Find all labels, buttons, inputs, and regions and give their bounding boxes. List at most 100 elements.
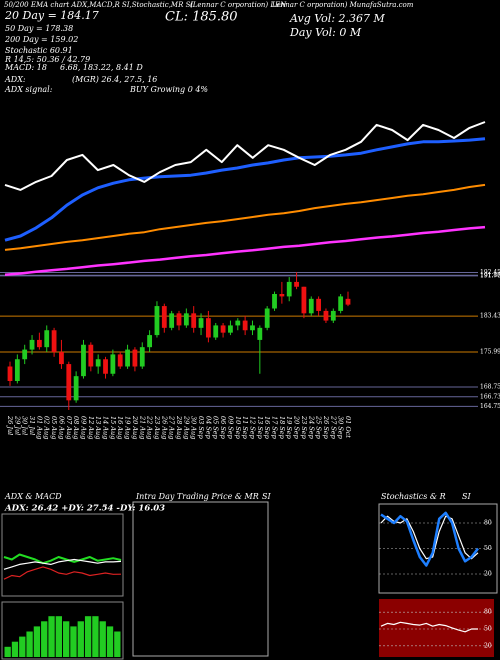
- candle-body: [169, 313, 175, 328]
- candle-body: [205, 318, 211, 338]
- candle-body: [198, 318, 204, 328]
- stochastic-text: Stochastic 60.91: [5, 46, 73, 55]
- histogram-bar: [106, 626, 114, 657]
- candle-body: [286, 281, 292, 297]
- x-tick-label: 06 Sep: [219, 416, 227, 440]
- candle-body: [125, 349, 130, 367]
- x-tick-label: 06 Aug: [57, 416, 65, 439]
- candle-body: [183, 313, 189, 326]
- y-tick-label: 50: [484, 626, 492, 633]
- candle-body: [264, 308, 270, 328]
- y-tick-label: 175.99: [480, 349, 500, 356]
- x-tick-label: 07 Aug: [65, 416, 73, 439]
- candle-body: [14, 359, 20, 381]
- candle-body: [279, 294, 285, 297]
- x-tick-label: 29 Aug: [182, 415, 190, 439]
- y-tick-label: 192.45: [480, 269, 500, 276]
- x-tick-label: 02 Aug: [43, 416, 51, 439]
- intraday-title: SI: [262, 492, 271, 501]
- series-line: [380, 511, 479, 567]
- x-tick-label: 30 Aug: [190, 416, 198, 439]
- candle-body: [81, 344, 86, 377]
- histogram-bar: [114, 631, 121, 657]
- candle-body: [191, 313, 197, 328]
- histogram-bar: [92, 616, 99, 657]
- x-tick-label: 17 Sep: [271, 416, 279, 440]
- candle-body: [272, 294, 277, 309]
- header-text: 50/200 EMA chart ADX,MACD,R SI,Stochasti…: [4, 1, 193, 9]
- x-tick-label: 12 Sep: [248, 416, 256, 440]
- ema-200: 200 Day = 159.02: [4, 35, 78, 44]
- x-tick-label: 19 Sep: [285, 416, 293, 440]
- candle-body: [250, 325, 255, 331]
- y-tick-label: 168.75: [480, 384, 500, 391]
- x-tick-label: 30 Jul: [21, 416, 29, 435]
- panel-title: SI: [462, 492, 471, 501]
- header-text: Lennar C orporation) MunafaSutra.com: [271, 1, 414, 9]
- adx-values: (MGR) 26.4, 27.5, 16: [72, 75, 157, 84]
- x-tick-label: 31 Jul: [28, 416, 36, 435]
- candle-body: [117, 354, 123, 367]
- x-tick-label: 23 Aug: [153, 415, 161, 439]
- series-line: [3, 553, 122, 565]
- x-tick-label: 30 Sep: [337, 416, 345, 440]
- x-tick-label: 11 Sep: [241, 416, 249, 440]
- x-tick-label: 15 Aug: [109, 416, 117, 439]
- histogram-bar: [19, 636, 26, 657]
- candle-body: [330, 310, 336, 321]
- candle-body: [103, 359, 108, 374]
- x-tick-label: 14 Aug: [102, 416, 110, 439]
- histogram-bar: [33, 626, 41, 657]
- x-tick-label: 20 Aug: [131, 415, 139, 439]
- series-line: [4, 121, 486, 191]
- x-tick-label: 09 Sep: [226, 416, 234, 440]
- x-tick-label: 26 Sep: [322, 415, 330, 440]
- x-tick-label: 24 Sep: [307, 415, 315, 440]
- candle-body: [154, 306, 160, 336]
- x-tick-label: 19 Aug: [124, 416, 132, 439]
- rsi-text: R 14,5: 50.36 / 42.79: [4, 55, 90, 64]
- y-tick-label: 191.87: [480, 272, 500, 279]
- macd-panel: [1, 601, 124, 660]
- macd-values: 6.68, 183.22, 8.41 D: [60, 63, 143, 72]
- y-tick-label: 50: [484, 545, 492, 552]
- candle-body: [301, 286, 307, 314]
- candle-body: [316, 298, 322, 311]
- x-tick-label: 08 Aug: [72, 416, 80, 439]
- candle-body: [95, 359, 101, 367]
- x-tick-label: 27 Aug: [168, 415, 176, 439]
- x-tick-label: 16 Aug: [116, 416, 124, 439]
- x-tick-label: 05 Sep: [212, 416, 220, 440]
- series-line: [380, 621, 478, 633]
- x-tick-label: 09 Aug: [79, 416, 87, 439]
- histogram-bar: [77, 621, 84, 657]
- series-line: [3, 566, 122, 580]
- adx-panel: [1, 513, 124, 597]
- histogram-bar: [41, 621, 48, 657]
- candle-body: [73, 376, 79, 401]
- day-volume: Day Vol: 0 M: [289, 26, 362, 39]
- x-tick-label: 10 Sep: [234, 416, 242, 440]
- adx-text: ADX:: [4, 75, 26, 84]
- x-tick-label: 21 Aug: [138, 415, 146, 439]
- candle-body: [338, 296, 344, 311]
- x-tick-label: 12 Aug: [87, 416, 95, 439]
- histogram-bar: [84, 616, 92, 657]
- series-line: [3, 558, 122, 570]
- series-line: [4, 225, 486, 277]
- x-tick-label: 25 Sep: [315, 415, 323, 440]
- macd-text: MACD: 18: [4, 63, 47, 72]
- candle-body: [36, 339, 42, 348]
- panel-subtitle: ADX: 26.42 +DY: 27.54 -DY: 16.03: [4, 504, 165, 514]
- y-tick-label: 20: [484, 571, 492, 578]
- x-tick-label: 04 Sep: [204, 416, 212, 440]
- y-tick-label: 80: [484, 520, 492, 527]
- candle-body: [161, 306, 167, 328]
- candle-body: [308, 298, 314, 314]
- histogram-bar: [63, 621, 70, 657]
- x-tick-label: 27 Sep: [329, 415, 337, 440]
- ema-20: 20 Day = 184.17: [4, 9, 99, 22]
- candle-body: [110, 354, 116, 374]
- x-tick-label: 23 Sep: [300, 415, 308, 440]
